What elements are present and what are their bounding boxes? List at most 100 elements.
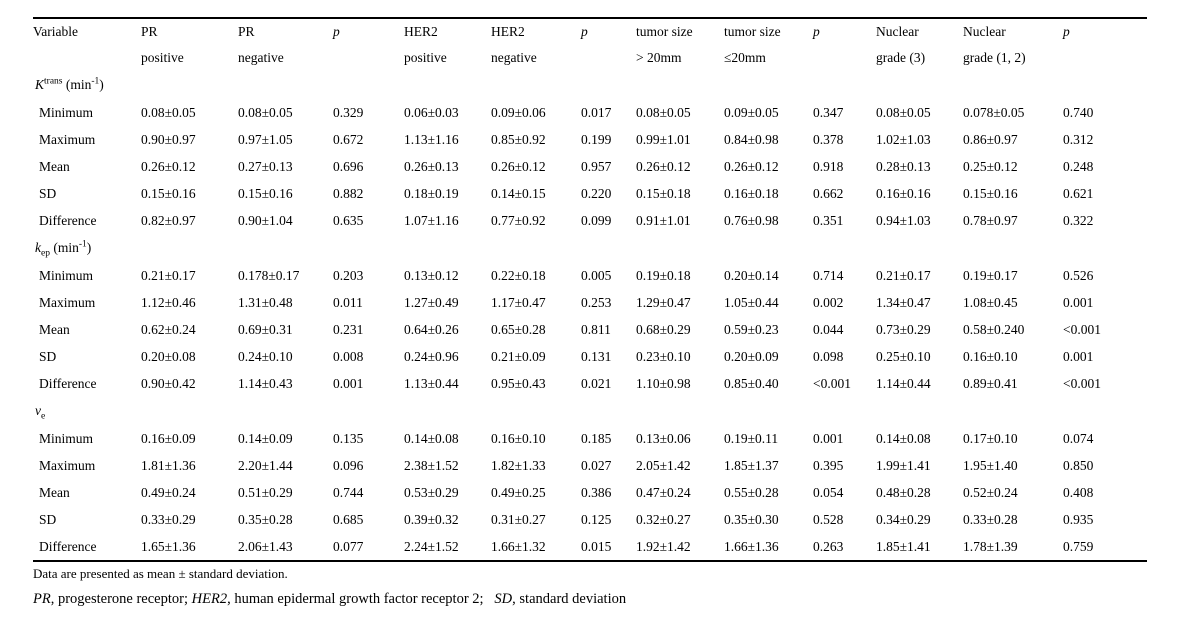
section-row-ktrans: Ktrans (min-1) [33, 71, 1147, 99]
data-cell: 0.329 [333, 104, 364, 120]
row-label: Minimum [39, 267, 94, 283]
data-cell: 0.20±0.08 [141, 348, 196, 364]
data-cell: 1.08±0.45 [963, 294, 1018, 310]
data-cell: 0.957 [581, 158, 612, 174]
data-cell: 0.73±0.29 [876, 321, 931, 337]
row-label: SD [39, 511, 57, 527]
data-cell: 0.85±0.40 [724, 375, 779, 391]
data-cell: 0.685 [333, 511, 364, 527]
header-line1: Nuclear [876, 24, 919, 39]
data-cell: 0.48±0.28 [876, 484, 931, 500]
header-line2: negative [238, 50, 284, 65]
header-line2: positive [141, 50, 184, 65]
data-cell: 0.347 [813, 104, 844, 120]
section-label-kep: kep (min-1) [35, 239, 92, 259]
row-label: Maximum [39, 457, 96, 473]
table-row: Maximum 0.90±0.97 0.97±1.05 0.672 1.13±1.16 0… [33, 126, 1147, 153]
data-cell: 0.077 [333, 538, 364, 554]
data-cell: 0.26±0.12 [141, 158, 196, 174]
data-cell: 0.25±0.12 [963, 158, 1018, 174]
data-cell: 1.27±0.49 [404, 294, 459, 310]
header-line2 [581, 45, 636, 71]
data-cell: 0.19±0.11 [724, 430, 779, 446]
data-cell: 1.13±1.16 [404, 131, 459, 147]
data-cell: <0.001 [1063, 321, 1101, 337]
data-cell: 0.16±0.10 [963, 348, 1018, 364]
data-cell: 0.14±0.08 [876, 430, 931, 446]
data-cell: 1.78±1.39 [963, 538, 1018, 554]
table-row: Mean 0.49±0.24 0.51±0.29 0.744 0.53±0.29 0.49… [33, 479, 1147, 506]
data-cell: <0.001 [1063, 375, 1101, 391]
data-cell: 0.58±0.240 [963, 321, 1025, 337]
data-cell: 0.65±0.28 [491, 321, 546, 337]
header-cell-2: PR negative [238, 18, 333, 71]
data-cell: 0.027 [581, 457, 612, 473]
data-cell: 0.08±0.05 [876, 104, 931, 120]
data-cell: 0.015 [581, 538, 612, 554]
data-cell: 0.21±0.17 [876, 267, 931, 283]
header-line1: Nuclear [963, 24, 1006, 39]
data-cell: 1.14±0.43 [238, 375, 293, 391]
data-cell: 0.24±0.96 [404, 348, 459, 364]
data-cell: 0.33±0.29 [141, 511, 196, 527]
header-line1: p [813, 24, 820, 39]
data-cell: 0.33±0.28 [963, 511, 1018, 527]
data-cell: 0.26±0.12 [491, 158, 546, 174]
data-cell: 0.263 [813, 538, 844, 554]
data-cell: 0.199 [581, 131, 612, 147]
row-label: SD [39, 185, 57, 201]
data-cell: 0.09±0.06 [491, 104, 546, 120]
data-cell: 0.253 [581, 294, 612, 310]
data-cell: 0.08±0.05 [141, 104, 196, 120]
data-cell: 0.135 [333, 430, 364, 446]
table-row: Difference 0.82±0.97 0.90±1.04 0.635 1.07±1.… [33, 207, 1147, 234]
header-cell-8: tumor size ≤20mm [724, 18, 813, 71]
data-cell: 0.21±0.09 [491, 348, 546, 364]
data-cell: 0.15±0.16 [238, 185, 293, 201]
section-label-ve: ve [35, 403, 46, 422]
table-row: Maximum 1.12±0.46 1.31±0.48 0.011 1.27±0.49 1… [33, 289, 1147, 316]
data-cell: 0.32±0.27 [636, 511, 691, 527]
data-cell: 0.231 [333, 321, 364, 337]
data-cell: 1.31±0.48 [238, 294, 293, 310]
data-cell: 0.935 [1063, 511, 1094, 527]
data-cell: 0.90±0.97 [141, 131, 196, 147]
data-cell: 0.82±0.97 [141, 212, 196, 228]
table-row: Difference 0.90±0.42 1.14±0.43 0.001 1.13±0.… [33, 370, 1147, 397]
data-cell: 0.28±0.13 [876, 158, 931, 174]
data-cell: 0.49±0.24 [141, 484, 196, 500]
row-label: Mean [39, 484, 70, 500]
data-cell: 0.39±0.32 [404, 511, 459, 527]
data-cell: 0.017 [581, 104, 612, 120]
data-cell: 1.81±1.36 [141, 457, 196, 473]
data-cell: 0.918 [813, 158, 844, 174]
data-cell: 1.12±0.46 [141, 294, 196, 310]
header-line1: HER2 [404, 24, 438, 39]
data-cell: 1.82±1.33 [491, 457, 546, 473]
row-label: Mean [39, 158, 70, 174]
footnotes: Data are presented as mean ± standard de… [33, 562, 1153, 612]
data-cell: 0.25±0.10 [876, 348, 931, 364]
data-cell: 0.59±0.23 [724, 321, 779, 337]
data-cell: 2.38±1.52 [404, 457, 459, 473]
data-cell: 0.08±0.05 [636, 104, 691, 120]
data-cell: 0.185 [581, 430, 612, 446]
data-cell: 0.008 [333, 348, 364, 364]
data-cell: 0.76±0.98 [724, 212, 779, 228]
header-cell-4: HER2 positive [404, 18, 491, 71]
header-line1: Variable [33, 24, 78, 39]
data-cell: 0.096 [333, 457, 364, 473]
table-row: Minimum 0.16±0.09 0.14±0.09 0.135 0.14±0.08 0… [33, 425, 1147, 452]
header-cell-11: Nuclear grade (1, 2) [963, 18, 1063, 71]
header-line1: tumor size [724, 24, 781, 39]
section-row-ve: ve [33, 397, 1147, 425]
data-cell: 0.811 [581, 321, 611, 337]
header-cell-3: p [333, 18, 404, 71]
header-row: Variable PR positive PR negative p HER2 positiv… [33, 18, 1147, 71]
data-cell: 0.099 [581, 212, 612, 228]
data-cell: 0.408 [1063, 484, 1094, 500]
data-cell: 0.24±0.10 [238, 348, 293, 364]
data-cell: 0.18±0.19 [404, 185, 459, 201]
data-cell: 0.84±0.98 [724, 131, 779, 147]
data-cell: 0.86±0.97 [963, 131, 1018, 147]
